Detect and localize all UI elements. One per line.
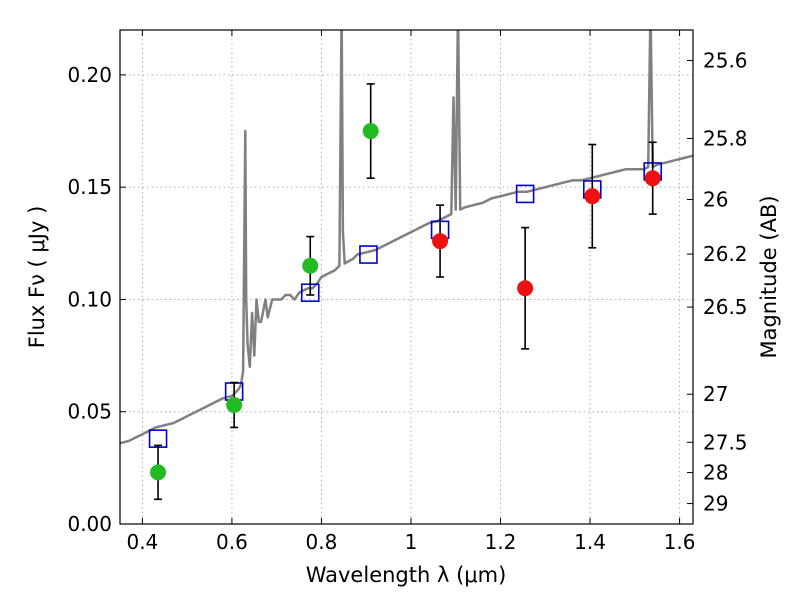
model-square-point [359, 245, 378, 264]
x-tick-label: 1.2 [485, 530, 517, 554]
x-tick-label: 0.8 [306, 530, 338, 554]
y2-axis-ticks: 25.6 25.8 26 26.2 26.5 27 27.5 28 29 [687, 49, 748, 516]
photometry-points-layer [150, 123, 661, 481]
optical-data-point [302, 257, 319, 274]
y2-tick-label: 29 [703, 492, 728, 516]
nir-data-point [517, 280, 534, 297]
x-tick-label: 0.4 [126, 530, 158, 554]
y-tick-label: 0.00 [67, 512, 112, 536]
y2-tick-label: 25.6 [703, 49, 748, 73]
x-axis-ticks: 0.4 0.6 0.8 1 1.2 1.4 1.6 [126, 30, 695, 554]
y2-tick-label: 26.2 [703, 242, 748, 266]
optical-data-point [150, 464, 167, 481]
x-tick-label: 1.6 [664, 530, 696, 554]
y-tick-label: 0.05 [67, 400, 112, 424]
plot-frame [119, 29, 694, 525]
nir-data-point [584, 188, 601, 205]
y2-tick-label: 27.5 [703, 430, 748, 454]
y-tick-label: 0.20 [67, 63, 112, 87]
model-photometry-layer [148, 162, 663, 448]
nir-data-point [644, 170, 661, 187]
x-axis-label: Wavelength λ (μm) [306, 563, 507, 587]
optical-data-point [226, 396, 243, 413]
optical-data-point [362, 123, 379, 140]
y-tick-label: 0.15 [67, 175, 112, 199]
x-tick-label: 0.6 [216, 530, 248, 554]
y-tick-label: 0.10 [67, 287, 112, 311]
x-tick-label: 1 [405, 530, 418, 554]
spectrum-layer [120, 30, 693, 445]
y2-tick-label: 25.8 [703, 126, 748, 150]
y2-axis-label: Magnitude (AB) [757, 195, 781, 358]
y2-tick-label: 28 [703, 461, 728, 485]
spectrum-line [120, 30, 693, 445]
y2-tick-label: 26.5 [703, 295, 748, 319]
nir-data-point [432, 233, 449, 250]
model-square-point [515, 184, 535, 204]
y-axis-ticks: 0.00 0.05 0.10 0.15 0.20 [67, 63, 126, 536]
y2-tick-label: 26 [703, 188, 728, 212]
y2-tick-label: 27 [703, 382, 728, 406]
x-tick-label: 1.4 [574, 530, 606, 554]
y-axis-label: Flux Fν ( μJy ) [25, 206, 49, 349]
